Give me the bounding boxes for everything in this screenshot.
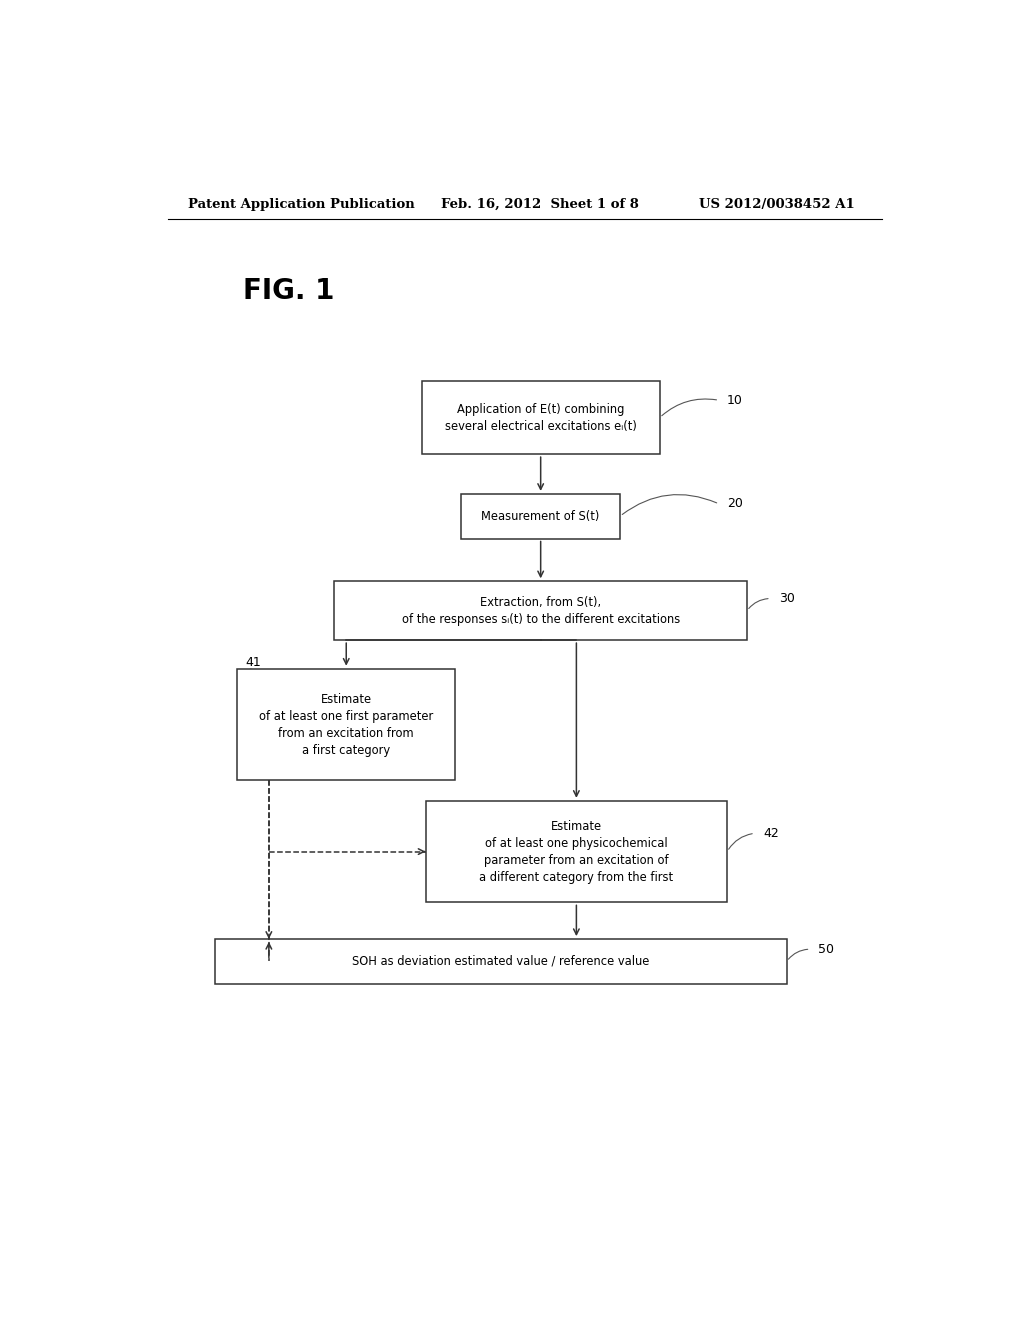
Text: 10: 10 — [727, 393, 743, 407]
Text: SOH as deviation estimated value / reference value: SOH as deviation estimated value / refer… — [352, 954, 649, 968]
Text: 41: 41 — [246, 656, 261, 669]
Text: Measurement of S(t): Measurement of S(t) — [481, 510, 600, 523]
Text: US 2012/0038452 A1: US 2012/0038452 A1 — [699, 198, 855, 211]
Bar — [462, 494, 621, 539]
Text: 42: 42 — [763, 826, 778, 840]
Text: Application of E(t) combining
several electrical excitations eᵢ(t): Application of E(t) combining several el… — [444, 403, 637, 433]
Text: Feb. 16, 2012  Sheet 1 of 8: Feb. 16, 2012 Sheet 1 of 8 — [441, 198, 639, 211]
Text: 50: 50 — [818, 942, 835, 956]
Bar — [238, 669, 456, 780]
Bar — [426, 801, 727, 903]
Text: Estimate
of at least one first parameter
from an excitation from
a first categor: Estimate of at least one first parameter… — [259, 693, 433, 756]
Bar — [422, 381, 659, 454]
Text: 30: 30 — [778, 591, 795, 605]
Text: 20: 20 — [727, 498, 743, 511]
Text: Estimate
of at least one physicochemical
parameter from an excitation of
a diffe: Estimate of at least one physicochemical… — [479, 820, 674, 883]
Bar — [215, 939, 786, 983]
Text: Patent Application Publication: Patent Application Publication — [187, 198, 415, 211]
Text: FIG. 1: FIG. 1 — [243, 276, 335, 305]
Text: Extraction, from S(t),
of the responses sᵢ(t) to the different excitations: Extraction, from S(t), of the responses … — [401, 595, 680, 626]
Bar — [334, 581, 748, 640]
